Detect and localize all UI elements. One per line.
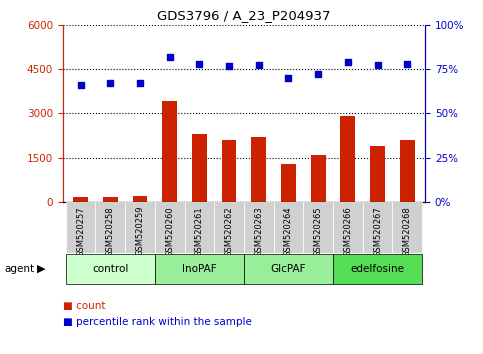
Bar (281, 164, 296, 202)
Text: agent: agent (5, 264, 35, 274)
Bar (73, 198, 88, 202)
Text: GSM520260: GSM520260 (165, 206, 174, 257)
Text: GSM520267: GSM520267 (373, 206, 382, 257)
FancyBboxPatch shape (333, 202, 363, 253)
Text: GSM520265: GSM520265 (313, 206, 323, 257)
Point (166, 54, 173, 59)
Text: ▶: ▶ (37, 264, 45, 274)
Text: GSM520264: GSM520264 (284, 206, 293, 257)
FancyBboxPatch shape (333, 254, 422, 284)
Bar (222, 140, 237, 202)
Text: ■ count: ■ count (63, 301, 105, 311)
Point (314, 72, 322, 77)
FancyBboxPatch shape (125, 202, 155, 253)
Bar (370, 146, 385, 202)
Point (136, 80, 144, 86)
Text: GSM520261: GSM520261 (195, 206, 204, 257)
FancyBboxPatch shape (214, 202, 244, 253)
Text: ■ percentile rank within the sample: ■ percentile rank within the sample (63, 317, 252, 327)
Bar (132, 196, 147, 202)
Bar (162, 102, 177, 202)
FancyBboxPatch shape (155, 254, 244, 284)
Text: GSM520268: GSM520268 (403, 206, 412, 257)
Bar (192, 134, 207, 202)
FancyBboxPatch shape (273, 202, 303, 253)
FancyBboxPatch shape (244, 254, 333, 284)
Text: GSM520257: GSM520257 (76, 206, 85, 257)
FancyBboxPatch shape (392, 202, 422, 253)
Bar (103, 197, 118, 202)
Text: GlcPAF: GlcPAF (270, 264, 306, 274)
Point (225, 64, 233, 69)
FancyBboxPatch shape (66, 202, 96, 253)
Text: GSM520259: GSM520259 (136, 206, 144, 256)
Bar (341, 116, 355, 202)
Bar (251, 137, 266, 202)
FancyBboxPatch shape (155, 202, 185, 253)
Title: GDS3796 / A_23_P204937: GDS3796 / A_23_P204937 (157, 9, 331, 22)
Text: GSM520258: GSM520258 (106, 206, 115, 257)
FancyBboxPatch shape (185, 202, 214, 253)
Point (284, 75, 292, 81)
Point (77, 82, 85, 88)
Point (196, 61, 203, 67)
Text: GSM520262: GSM520262 (225, 206, 234, 257)
Text: InoPAF: InoPAF (182, 264, 217, 274)
Bar (400, 140, 414, 202)
FancyBboxPatch shape (303, 202, 333, 253)
Text: GSM520263: GSM520263 (254, 206, 263, 257)
Point (106, 80, 114, 86)
Point (255, 63, 263, 68)
FancyBboxPatch shape (363, 202, 392, 253)
Point (374, 62, 382, 68)
FancyBboxPatch shape (244, 202, 273, 253)
FancyBboxPatch shape (66, 254, 155, 284)
Text: control: control (92, 264, 128, 274)
Point (403, 61, 411, 67)
Text: edelfosine: edelfosine (351, 264, 405, 274)
FancyBboxPatch shape (96, 202, 125, 253)
Text: GSM520266: GSM520266 (343, 206, 352, 257)
Point (344, 59, 352, 65)
Bar (311, 155, 326, 202)
